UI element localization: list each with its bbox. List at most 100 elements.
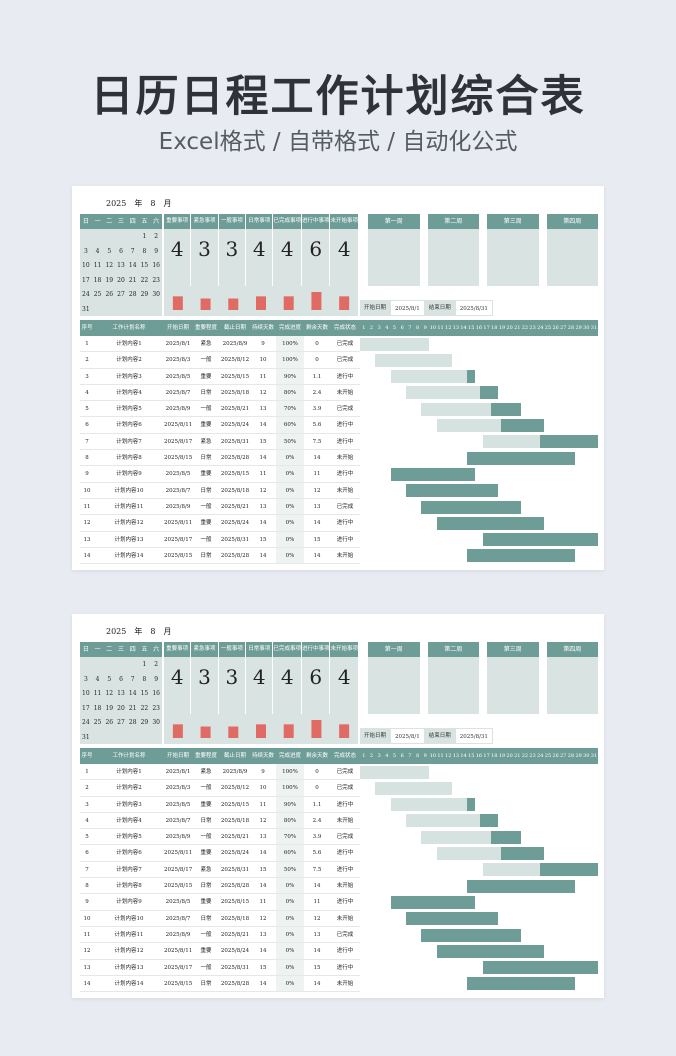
table-row[interactable]: 2 计划内容2 2025/8/3 一般 2025/8/12 10 100% 0 已完成 bbox=[80, 352, 360, 369]
cell-no[interactable]: 2 bbox=[85, 357, 89, 364]
cell-no[interactable]: 8 bbox=[85, 883, 89, 890]
cell-no[interactable]: 1 bbox=[85, 769, 89, 775]
cell-progress[interactable]: 0% bbox=[276, 959, 304, 975]
cell-remain[interactable]: 13 bbox=[313, 503, 321, 510]
calendar-day[interactable]: 13 bbox=[117, 690, 125, 697]
cell-status[interactable]: 已完成 bbox=[336, 769, 354, 775]
cell-end[interactable]: 2025/8/24 bbox=[220, 520, 250, 527]
calendar-day[interactable]: 3 bbox=[83, 247, 88, 255]
calendar-day[interactable]: 25 bbox=[93, 291, 102, 298]
cell-days[interactable]: 10 bbox=[259, 357, 267, 364]
calendar-day[interactable] bbox=[127, 731, 139, 746]
calendar-day[interactable]: 4 bbox=[95, 675, 100, 683]
gantt-bar[interactable] bbox=[390, 370, 476, 384]
calendar-day[interactable] bbox=[139, 303, 151, 318]
cell-level[interactable]: 日常 bbox=[200, 980, 212, 987]
gantt-bar[interactable] bbox=[482, 961, 598, 975]
cell-no[interactable]: 9 bbox=[85, 471, 89, 478]
gantt-bar[interactable] bbox=[375, 353, 453, 367]
cell-start[interactable]: 2025/8/15 bbox=[164, 883, 192, 890]
cell-level[interactable]: 日常 bbox=[200, 883, 212, 890]
gantt-bar[interactable] bbox=[467, 451, 575, 465]
cell-remain[interactable]: 14 bbox=[313, 455, 321, 462]
cell-name[interactable]: 计划内容9 bbox=[116, 899, 142, 906]
cell-status[interactable]: 未开始 bbox=[336, 552, 354, 559]
cell-days[interactable]: 9 bbox=[261, 341, 265, 347]
cell-name[interactable]: 计划内容10 bbox=[114, 487, 144, 494]
cell-no[interactable]: 14 bbox=[83, 980, 91, 987]
calendar-day[interactable]: 3 bbox=[83, 675, 88, 683]
table-row[interactable]: 14 计划内容14 2025/8/15 日常 2025/8/28 14 0% 14 未开始 bbox=[80, 975, 360, 993]
gantt-bar[interactable] bbox=[467, 879, 575, 893]
cell-progress[interactable]: 0% bbox=[276, 926, 304, 943]
cell-end[interactable]: 2025/8/21 bbox=[220, 406, 250, 413]
cell-progress[interactable]: 0% bbox=[276, 531, 304, 547]
column-header[interactable]: 开始日期 bbox=[166, 753, 189, 759]
cell-status[interactable]: 未开始 bbox=[336, 915, 354, 922]
cell-start[interactable]: 2025/8/17 bbox=[164, 964, 192, 971]
calendar-day[interactable]: 16 bbox=[152, 262, 160, 269]
cell-status[interactable]: 进行中 bbox=[336, 964, 354, 971]
calendar-day[interactable]: 15 bbox=[140, 262, 149, 269]
cell-end[interactable]: 2025/8/28 bbox=[220, 552, 250, 559]
cell-no[interactable]: 13 bbox=[83, 964, 91, 971]
cell-start[interactable]: 2025/8/11 bbox=[164, 422, 192, 429]
cell-remain[interactable]: 11 bbox=[313, 471, 321, 478]
gantt-bar[interactable] bbox=[436, 847, 545, 860]
cell-name[interactable]: 计划内容3 bbox=[116, 373, 142, 380]
cell-progress[interactable]: 0% bbox=[276, 482, 304, 498]
cell-start[interactable]: 2025/8/7 bbox=[165, 915, 191, 922]
cell-no[interactable]: 5 bbox=[85, 834, 89, 841]
cell-end[interactable]: 2025/8/18 bbox=[220, 817, 250, 824]
cell-progress[interactable]: 50% bbox=[276, 433, 304, 450]
calendar-day[interactable]: 2 bbox=[154, 233, 159, 240]
cell-status[interactable]: 进行中 bbox=[336, 850, 354, 857]
cell-level[interactable]: 重要 bbox=[200, 520, 212, 527]
calendar-day[interactable]: 28 bbox=[128, 719, 137, 726]
cell-progress[interactable]: 60% bbox=[276, 417, 304, 433]
cell-no[interactable]: 11 bbox=[83, 931, 91, 938]
cell-start[interactable]: 2025/8/1 bbox=[165, 341, 191, 347]
column-header[interactable]: 完成进度 bbox=[278, 753, 301, 759]
cell-end[interactable]: 2025/8/18 bbox=[220, 389, 250, 396]
cell-status[interactable]: 未开始 bbox=[336, 817, 354, 824]
cell-remain[interactable]: 7.5 bbox=[312, 866, 322, 873]
calendar-day[interactable]: 15 bbox=[140, 690, 149, 697]
cell-status[interactable]: 未开始 bbox=[336, 389, 354, 396]
cell-end[interactable]: 2025/8/24 bbox=[220, 948, 250, 955]
table-row[interactable]: 3 计划内容3 2025/8/5 重要 2025/8/15 11 90% 1.1 进行中 bbox=[80, 796, 360, 813]
cell-progress[interactable]: 50% bbox=[276, 861, 304, 878]
gantt-bar[interactable] bbox=[375, 781, 453, 795]
cell-progress[interactable]: 100% bbox=[276, 336, 304, 352]
cell-name[interactable]: 计划内容9 bbox=[116, 471, 142, 478]
cell-name[interactable]: 计划内容12 bbox=[114, 520, 144, 527]
cell-remain[interactable]: 2.4 bbox=[312, 389, 322, 396]
cell-days[interactable]: 11 bbox=[259, 471, 267, 478]
column-header[interactable]: 序号 bbox=[81, 325, 93, 331]
calendar-day[interactable]: 2 bbox=[154, 661, 159, 668]
cell-start[interactable]: 2025/8/15 bbox=[164, 552, 192, 559]
cell-progress[interactable]: 0% bbox=[276, 910, 304, 926]
calendar-day[interactable]: 24 bbox=[82, 719, 90, 726]
end-date-value[interactable]: 2025/8/31 bbox=[454, 300, 493, 316]
table-row[interactable]: 10 计划内容10 2025/8/7 日常 2025/8/18 12 0% 12 未开始 bbox=[80, 910, 360, 927]
cell-progress[interactable]: 0% bbox=[276, 894, 304, 910]
cell-start[interactable]: 2025/8/5 bbox=[165, 471, 191, 478]
cell-level[interactable]: 一般 bbox=[200, 931, 212, 938]
cell-level[interactable]: 一般 bbox=[200, 503, 212, 510]
cell-remain[interactable]: 7.5 bbox=[312, 438, 322, 445]
table-row[interactable]: 12 计划内容12 2025/8/11 重要 2025/8/24 14 0% 14 进行中 bbox=[80, 515, 360, 532]
calendar-day[interactable]: 18 bbox=[93, 704, 102, 712]
calendar-day[interactable]: 7 bbox=[130, 247, 135, 255]
column-header[interactable]: 开始日期 bbox=[166, 325, 189, 331]
cell-no[interactable]: 1 bbox=[85, 341, 89, 347]
cell-days[interactable]: 14 bbox=[259, 948, 267, 955]
cell-no[interactable]: 8 bbox=[85, 455, 89, 462]
cell-status[interactable]: 进行中 bbox=[336, 801, 354, 808]
cell-progress[interactable]: 0% bbox=[276, 975, 304, 992]
cell-days[interactable]: 13 bbox=[259, 406, 267, 413]
table-row[interactable]: 13 计划内容13 2025/8/17 一般 2025/8/31 15 0% 15 进行中 bbox=[80, 959, 360, 976]
calendar-day[interactable]: 11 bbox=[93, 690, 102, 697]
cell-start[interactable]: 2025/8/15 bbox=[164, 980, 192, 987]
calendar-day[interactable]: 8 bbox=[142, 675, 147, 683]
